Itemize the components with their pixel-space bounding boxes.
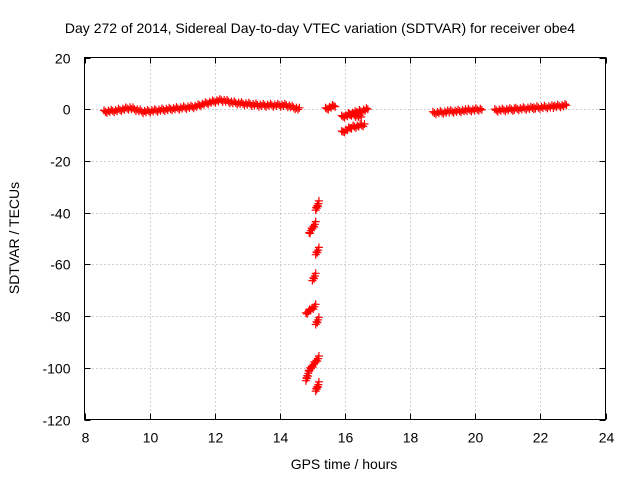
x-tick-label: 24 (599, 430, 615, 446)
data-segment (301, 352, 323, 385)
y-tick-label: -80 (50, 309, 70, 325)
data-point-marks (337, 120, 369, 137)
x-tick-label: 8 (82, 430, 90, 446)
data-segment (311, 313, 323, 329)
y-tick-label: -40 (50, 206, 70, 222)
x-tick-label: 18 (403, 430, 419, 446)
data-point-marks (308, 269, 320, 285)
data-point-marks (428, 104, 486, 119)
data-point-marks (321, 101, 340, 114)
data-point-marks (311, 313, 323, 329)
data-point-marks (311, 196, 323, 215)
data-point-marks (100, 95, 304, 118)
data-point-marks (490, 100, 571, 116)
data-segment (490, 100, 571, 116)
x-tick-label: 22 (533, 430, 549, 446)
axis-ticks: 8 10 12 14 16 18 20 22 24 20 0 -20 -40 -60 -80 -100 -120 (42, 51, 614, 446)
x-tick-label: 10 (143, 430, 159, 446)
data-segment (428, 104, 486, 119)
data-point-marks (301, 352, 323, 385)
y-tick-label: -120 (42, 413, 70, 429)
x-tick-label: 12 (208, 430, 224, 446)
y-tick-label: 0 (63, 102, 71, 118)
data-segment (311, 196, 323, 215)
data-segment (321, 101, 340, 114)
x-tick-label: 14 (273, 430, 289, 446)
grid-lines (84, 57, 606, 420)
data-series (100, 95, 571, 396)
data-segment (305, 217, 320, 238)
x-tick-label: 20 (468, 430, 484, 446)
data-point-marks (311, 377, 323, 396)
data-point-marks (337, 109, 366, 122)
data-segment (308, 269, 320, 285)
chart-title: Day 272 of 2014, Sidereal Day-to-day VTE… (64, 20, 576, 36)
data-segment (337, 120, 369, 137)
y-tick-label: -20 (50, 154, 70, 170)
x-axis-label: GPS time / hours (290, 456, 398, 472)
x-tick-label: 16 (338, 430, 354, 446)
data-segment (311, 377, 323, 396)
data-segment (301, 300, 320, 318)
data-point-marks (311, 243, 323, 259)
y-tick-label: -100 (42, 361, 70, 377)
data-segment (100, 95, 304, 118)
y-tick-label: 20 (55, 51, 71, 67)
data-segment (337, 109, 366, 122)
data-point-marks (305, 217, 320, 238)
data-segment (311, 243, 323, 259)
y-tick-label: -60 (50, 257, 70, 273)
y-axis-label: SDTVAR / TECUs (6, 181, 22, 295)
data-point-marks (301, 300, 320, 318)
